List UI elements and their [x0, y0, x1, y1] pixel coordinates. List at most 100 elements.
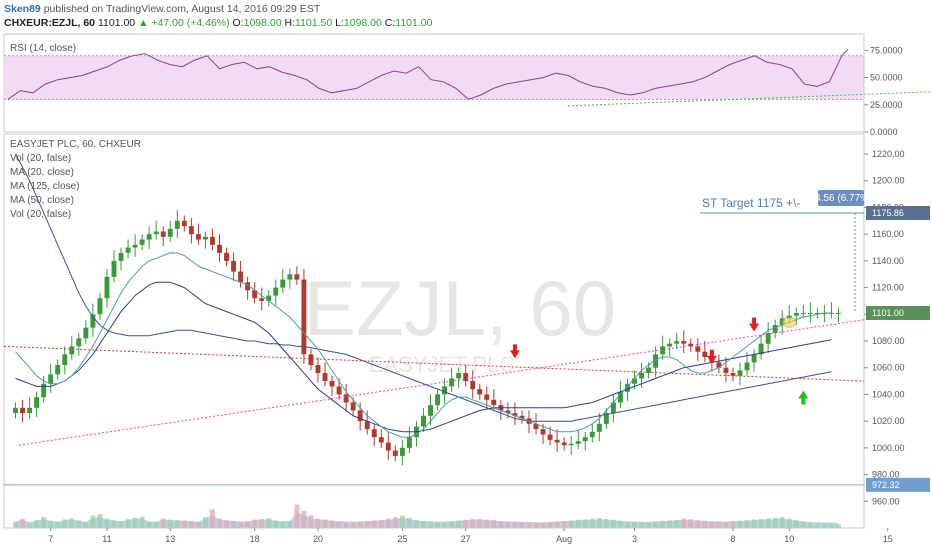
candle-body: [104, 276, 110, 299]
price-tick-label: 980.00: [872, 470, 900, 480]
volume-bar: [470, 518, 476, 528]
volume-bar: [287, 521, 293, 528]
candle-body: [308, 354, 314, 366]
candle-body: [202, 236, 208, 240]
candle-body: [167, 228, 173, 237]
close-value: 1101.00: [395, 17, 433, 29]
volume-bar: [48, 520, 54, 528]
volume-bar: [674, 519, 680, 528]
volume-bar: [575, 519, 581, 528]
rsi-tick-label: 50.0000: [870, 73, 903, 83]
candle-body: [596, 423, 602, 432]
candle-body: [90, 314, 96, 328]
low-value: 1098.00: [343, 17, 382, 29]
volume-bar: [322, 519, 328, 528]
x-tick-label: 10: [784, 534, 794, 544]
candle-body: [814, 312, 820, 314]
candle-body: [280, 279, 286, 288]
volume-bar: [533, 523, 539, 528]
volume-bar: [195, 522, 201, 528]
volume-bar: [139, 516, 145, 528]
volume-bar: [174, 520, 180, 528]
candle-body: [34, 397, 40, 408]
indicator-label: Vol (20, false): [10, 209, 72, 220]
volume-bar: [167, 519, 173, 528]
volume-bar: [554, 521, 560, 528]
watermark-symbol: EZJL, 60: [304, 264, 616, 352]
volume-bar: [371, 520, 377, 528]
volume-bar: [793, 520, 799, 528]
x-tick-label: 7: [48, 534, 53, 544]
volume-bar: [519, 522, 525, 528]
volume-bar: [181, 520, 187, 528]
candle-body: [765, 333, 771, 344]
candle-body: [252, 290, 258, 299]
volume-bar: [751, 519, 757, 528]
volume-bar: [596, 518, 602, 528]
volume-bar: [118, 521, 124, 528]
resistance-trendline: [3, 345, 865, 382]
volume-bar: [392, 517, 398, 528]
volume-bar: [350, 522, 356, 528]
volume-bar: [779, 517, 785, 528]
volume-bar: [421, 520, 426, 528]
volume-bar: [111, 520, 117, 528]
volume-bar: [308, 515, 314, 528]
volume-bar: [343, 522, 349, 528]
candle-body: [800, 312, 806, 314]
candle-body: [132, 244, 138, 248]
volume-bar: [807, 522, 813, 528]
volume-bar: [512, 522, 518, 528]
high-label: H:: [284, 17, 296, 29]
change-value: ▲ +47.00 (+4.46%): [138, 17, 230, 29]
last-price-tag: [866, 305, 930, 320]
volume-bar: [378, 519, 384, 528]
candle-body: [188, 226, 194, 235]
price-tick-label: 1220.00: [872, 149, 905, 159]
candle-body: [273, 287, 279, 296]
candle-body: [512, 413, 518, 416]
x-tick-label: 3: [632, 534, 637, 544]
candle-body: [153, 231, 159, 235]
candle-body: [97, 298, 103, 315]
volume-bar: [617, 520, 623, 528]
volume-bar: [315, 518, 321, 528]
volume-bar: [62, 519, 68, 528]
support-trendline: [18, 317, 875, 446]
last-price-tag-text: 1101.00: [872, 308, 904, 318]
price-pane-frame: [3, 133, 865, 529]
indicator-label: EASYJET PLC, 60, CHXEUR: [10, 139, 141, 150]
volume-bar: [449, 521, 455, 528]
close-label: C:: [384, 17, 396, 29]
candle-body: [55, 365, 61, 375]
volume-bar: [238, 522, 244, 528]
candle-body: [575, 441, 581, 444]
candle-body: [807, 312, 813, 314]
candle-body: [470, 381, 476, 390]
volume-bar: [568, 520, 574, 528]
candle-body: [336, 386, 342, 395]
candle-body: [772, 324, 778, 334]
candle-body: [723, 367, 729, 374]
volume-bar: [294, 504, 300, 528]
volume-bar: [646, 522, 652, 528]
candle-body: [266, 295, 272, 301]
indicator-label: MA (20, close): [10, 167, 74, 178]
rsi-tick-label: 25.0000: [870, 100, 903, 110]
volume-bar: [723, 522, 729, 528]
candle-body: [62, 354, 68, 366]
ma20-line: [15, 252, 832, 438]
candle-body: [125, 247, 131, 253]
candle-body: [610, 402, 616, 414]
volume-bar: [589, 518, 595, 528]
candle-body: [674, 341, 680, 344]
candle-body: [174, 220, 180, 229]
open-value: 1098.00: [243, 17, 282, 29]
volume-bar: [428, 521, 433, 528]
candle-body: [428, 405, 433, 416]
price-tick-label: 1040.00: [872, 389, 905, 399]
volume-bar: [800, 521, 806, 528]
author-name[interactable]: Sken89: [4, 3, 41, 15]
volume-bar: [132, 517, 138, 528]
price-tick-label: 1020.00: [872, 416, 905, 426]
